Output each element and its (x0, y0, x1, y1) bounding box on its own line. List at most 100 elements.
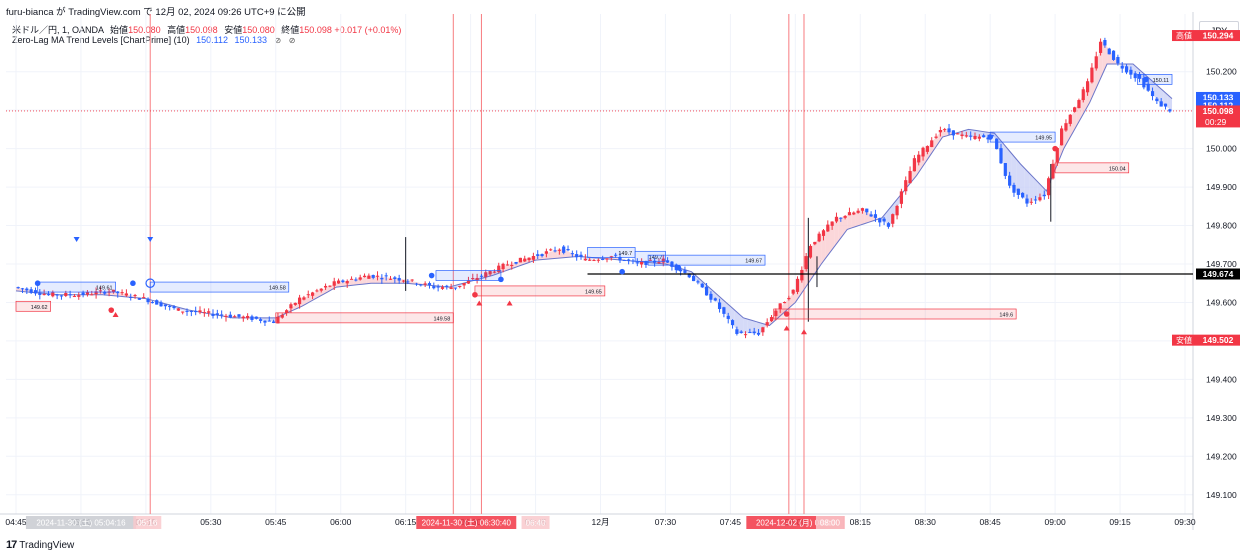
candle-body (510, 264, 514, 266)
candle-body (349, 278, 354, 280)
x-tick-label: 05:30 (200, 517, 222, 527)
y-tick-label: 149.400 (1206, 374, 1237, 384)
candle-body (1168, 109, 1172, 112)
candle-body (843, 215, 847, 218)
indicator-name[interactable]: Zero-Lag MA Trend Levels [ChartPrime] (1… (12, 35, 190, 45)
candle-body (1081, 89, 1085, 101)
candle-body (246, 315, 250, 319)
candle-body (891, 214, 895, 224)
trend-band-segment (834, 217, 839, 247)
candle-body (531, 256, 535, 260)
candle-body (817, 233, 821, 242)
candle-body (700, 283, 704, 288)
signal-dot (34, 280, 41, 287)
candle-body (332, 281, 336, 286)
trend-band-segment (552, 249, 558, 259)
candle-body (1124, 66, 1129, 73)
trend-band-segment (1159, 87, 1164, 106)
symbol-name[interactable]: 米ドル／円, 1, OANDA (12, 25, 104, 35)
candle-body (484, 272, 488, 278)
candle-body (440, 287, 445, 289)
trend-band-segment (942, 129, 947, 138)
candle-body (683, 270, 687, 273)
y-tick-label: 150.200 (1206, 67, 1237, 77)
candle-body (285, 310, 289, 313)
candle-body (882, 218, 886, 222)
time-badge: 2024-11-30 (土) 06:30:40 (416, 516, 517, 529)
tradingview-brand[interactable]: 17 TradingView (6, 539, 74, 551)
candle-body (1085, 81, 1090, 93)
x-tick-label: 08:30 (915, 517, 937, 527)
x-tick-label: 07:30 (655, 517, 677, 527)
candle-body (601, 258, 605, 260)
candle-body (1064, 123, 1068, 131)
candle-body (635, 262, 639, 264)
signal-dot (783, 311, 790, 317)
price-label-countdown: 00:29 (1205, 117, 1227, 127)
price-label-prefix-bg (1172, 334, 1196, 346)
candle-body (289, 304, 293, 309)
candle-body (98, 290, 103, 292)
trend-level-label: 149.62 (31, 305, 48, 311)
candle-body (886, 223, 891, 227)
trend-band-segment (855, 211, 861, 227)
candle-body (925, 146, 929, 152)
candle-body (371, 274, 375, 278)
candle-body (137, 298, 141, 300)
candle-body (899, 191, 904, 204)
candle-body (856, 210, 860, 213)
candle-body (644, 261, 648, 266)
time-badge-text: 08:00 (820, 519, 841, 528)
candle-body (536, 254, 540, 256)
trend-band-segment (548, 251, 553, 259)
candle-body (878, 218, 882, 223)
candle-body (1094, 56, 1098, 69)
trend-band-segment (1037, 181, 1043, 199)
candle-body (38, 293, 42, 295)
candle-body (977, 136, 981, 139)
candle-body (618, 256, 622, 261)
settings-icon[interactable]: ⊘ (288, 36, 296, 45)
candle-body (419, 284, 423, 286)
y-tick-label: 149.700 (1206, 259, 1237, 269)
trend-level-box (1054, 162, 1130, 174)
price-label-text: 149.502 (1203, 335, 1234, 345)
candle-body (648, 259, 652, 261)
trend-band-segment (1163, 90, 1168, 108)
price-label-bg (1196, 268, 1240, 280)
candle-body (873, 214, 878, 218)
candle-body (163, 304, 167, 307)
candle-body (1103, 40, 1107, 46)
trend-level-label: 149.7 (618, 251, 632, 257)
time-badge-bg (815, 516, 844, 529)
candle-body (557, 249, 561, 251)
candle-body (194, 310, 198, 313)
trend-band-segment (565, 250, 571, 258)
candle-body (804, 256, 808, 270)
x-tick-label: 06:15 (395, 517, 417, 527)
candle-body (622, 260, 626, 262)
signal-dot (428, 272, 435, 279)
candle-body (129, 296, 133, 298)
candle-body (713, 298, 717, 301)
x-tick-label: 09:30 (1174, 517, 1196, 527)
indicator-value-1: 150.112 (196, 35, 228, 45)
signal-triangle-up (476, 300, 483, 306)
candle-body (730, 320, 735, 326)
candle-body (380, 278, 384, 280)
candle-body (826, 224, 830, 232)
price-label-text: 150.098 (1203, 106, 1234, 116)
y-tick-label: 149.900 (1206, 182, 1237, 192)
candle-body (120, 292, 124, 294)
visibility-icon[interactable]: ⊘ (274, 36, 282, 45)
trend-band-segment (1033, 177, 1038, 201)
candle-body (769, 317, 774, 322)
candle-body (813, 241, 817, 245)
candle-body (1077, 100, 1081, 109)
trend-band-segment (336, 282, 341, 288)
signal-dot (498, 276, 504, 283)
trend-band-segment (933, 134, 939, 150)
candle-body (406, 281, 410, 283)
candle-body (523, 258, 527, 262)
